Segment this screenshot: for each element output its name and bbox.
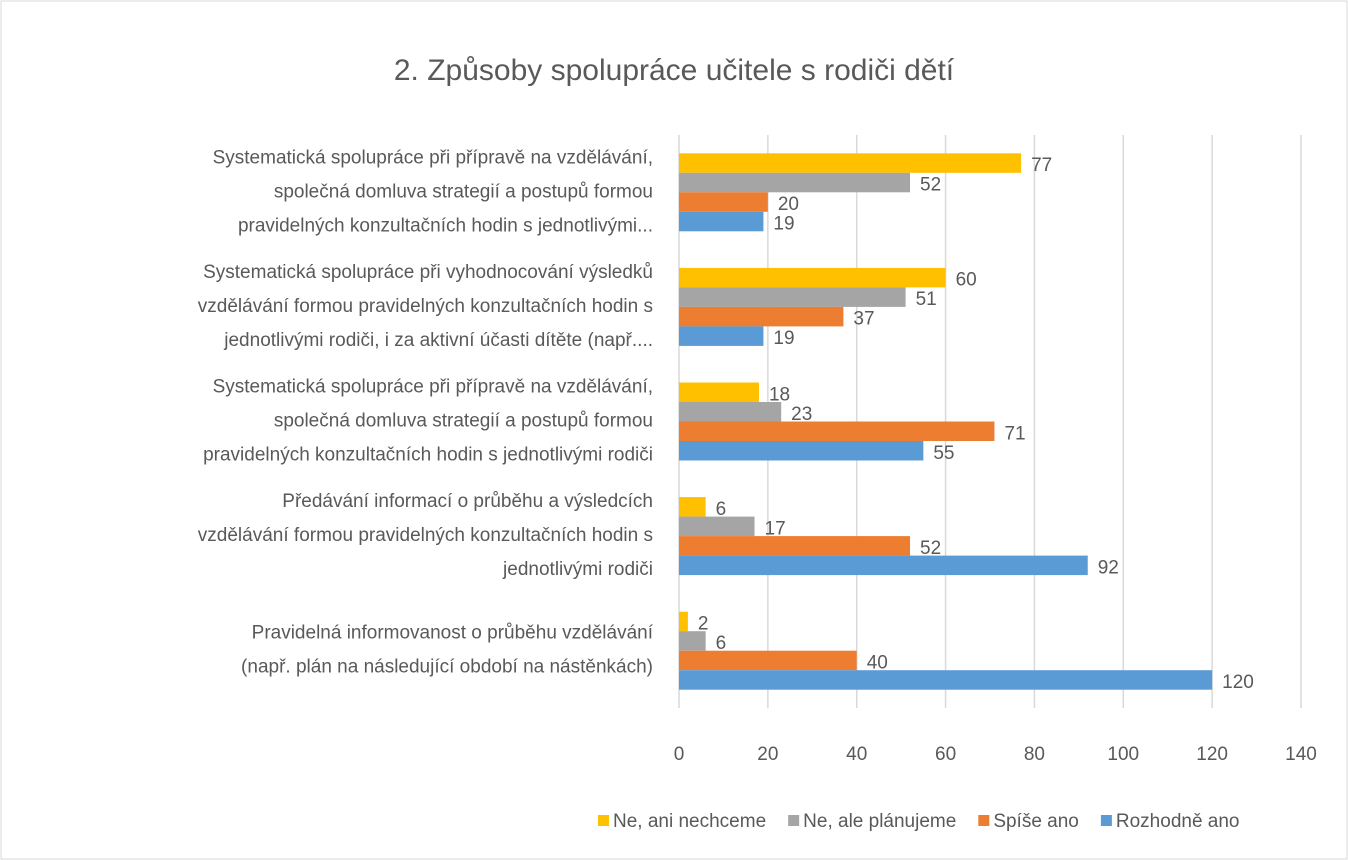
data-label: 19 [773,328,794,349]
legend-label: Rozhodně ano [1116,811,1240,832]
bar [679,650,857,671]
data-label: 71 [1004,423,1025,444]
data-label: 120 [1222,672,1254,693]
bar [679,211,764,232]
data-label: 18 [769,384,790,405]
legend-label: Ne, ale plánujeme [803,811,956,832]
bar [679,670,1213,690]
data-label: 19 [773,214,794,235]
x-tick-label: 100 [1107,744,1139,765]
y-tick-label: vzdělávání formou pravidelných konzultač… [198,296,653,317]
legend-swatch [788,815,800,826]
y-tick-label: Předávání informací o průběhu a výsledcí… [282,491,653,512]
x-tick-label: 60 [935,744,956,765]
x-tick-label: 40 [846,744,867,765]
y-tick-label: Systematická spolupráce při přípravě na … [213,377,653,398]
y-tick-label: jednotlivými rodiči [502,559,653,580]
bar [679,555,1088,576]
x-tick-label: 120 [1196,744,1228,765]
y-tick-label: Systematická spolupráce při přípravě na … [213,147,653,168]
data-label: 52 [920,538,941,559]
data-label: 60 [956,270,977,291]
legend-swatch [978,815,990,826]
data-label: 23 [791,404,812,425]
chart-title: 2. Způsoby spolupráce učitele s rodiči d… [394,54,955,87]
bar [679,497,706,517]
bar [679,153,1022,173]
bar [679,516,755,537]
legend-label: Spíše ano [993,811,1079,832]
bar [679,287,906,307]
x-tick-label: 20 [757,744,778,765]
x-tick-label: 140 [1285,744,1317,765]
bar [679,611,688,632]
x-tick-label: 0 [674,744,685,765]
data-label: 6 [716,499,727,520]
bar [679,536,911,556]
bar [679,441,924,461]
data-label: 51 [916,289,937,310]
bar [679,172,911,193]
y-tick-label: společná domluva strategií a postupů for… [274,411,653,432]
y-tick-label: pravidelných konzultačních hodin s jedno… [238,215,653,236]
legend-label: Ne, ani nechceme [613,811,766,832]
bar [679,267,946,288]
y-tick-label: Pravidelná informovanost o průběhu vzděl… [252,623,654,644]
bar [679,402,782,422]
bar [679,382,759,402]
data-label: 37 [853,309,874,330]
data-label: 2 [698,613,709,634]
data-label: 6 [716,633,727,654]
bar [679,631,706,651]
bar [679,192,768,212]
y-tick-label: jednotlivými rodiči, i za aktivní účasti… [223,330,653,351]
data-label: 20 [778,194,799,215]
data-label: 52 [920,175,941,196]
bar [679,306,844,327]
y-tick-label: (např. plán na následující období na nás… [241,657,653,678]
data-label: 55 [933,443,954,464]
data-label: 92 [1098,557,1119,578]
y-tick-label: společná domluva strategií a postupů for… [274,181,653,202]
legend-swatch [1100,815,1112,826]
bar [679,326,764,346]
data-label: 77 [1031,155,1052,176]
legend-swatch [598,815,609,826]
x-tick-label: 80 [1024,744,1045,765]
y-tick-label: Systematická spolupráce při vyhodnocován… [203,262,653,283]
data-label: 40 [867,652,888,673]
bar [679,421,995,441]
y-tick-label: vzdělávání formou pravidelných konzultač… [198,525,653,546]
data-label: 17 [765,518,786,539]
y-tick-label: pravidelných konzultačních hodin s jedno… [203,445,653,466]
